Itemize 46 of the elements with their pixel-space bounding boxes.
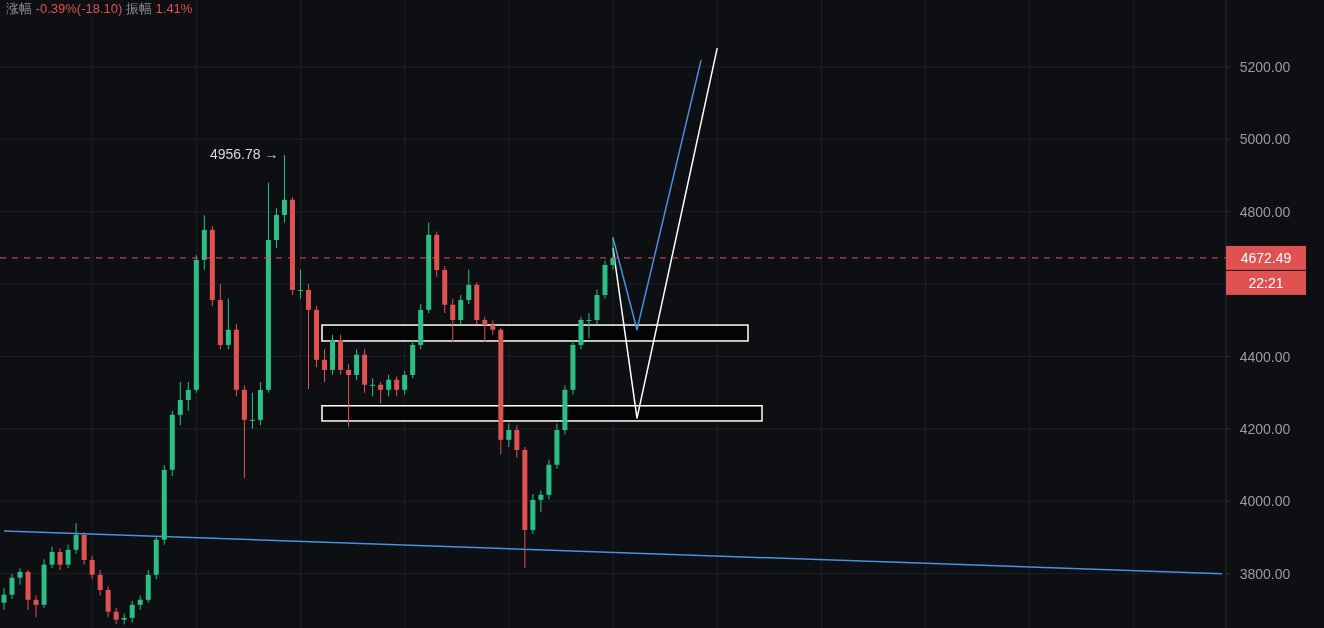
candlestick <box>386 374 392 397</box>
candlestick <box>17 567 23 586</box>
candlestick <box>450 298 456 343</box>
annotation: 4956.78 → <box>209 146 279 162</box>
candlestick <box>249 392 255 430</box>
candlestick <box>65 544 71 569</box>
candlestick <box>49 546 55 569</box>
y-tick-label: 4800.00 <box>1239 203 1291 220</box>
candlestick <box>354 348 360 381</box>
candlestick <box>185 381 191 412</box>
y-tick-label: 4000.00 <box>1239 493 1291 510</box>
candlestick <box>225 298 231 350</box>
y-tick-label: 4200.00 <box>1239 420 1291 437</box>
candlestick <box>97 569 103 596</box>
candlestick <box>514 424 520 459</box>
candlestick <box>105 585 111 618</box>
y-tick-label: 3800.00 <box>1239 565 1291 582</box>
candlestick <box>466 269 472 305</box>
candlestick <box>394 375 400 397</box>
candlestick <box>402 370 408 396</box>
y-tick-label: 5200.00 <box>1239 58 1291 75</box>
candlestick <box>89 555 95 580</box>
candlestick <box>57 547 63 571</box>
candlestick <box>346 363 352 428</box>
y-tick-label: 4400.00 <box>1239 348 1291 365</box>
candlestick <box>506 422 512 448</box>
candlestick <box>297 269 303 300</box>
candlestick <box>73 522 79 555</box>
y-tick-label: 5000.00 <box>1239 131 1291 148</box>
chart-title: 涨幅 -0.39%(-18.10) 振幅 1.41% <box>6 1 193 16</box>
ref-line-label: 4672.49 <box>1240 249 1292 266</box>
candlestick <box>33 594 39 618</box>
candlestick <box>177 381 183 426</box>
text: 22:21 <box>1248 274 1284 291</box>
candlestick <box>306 283 311 390</box>
candlestick <box>378 381 384 405</box>
candlestick <box>9 573 15 600</box>
candlestick <box>370 377 376 397</box>
candlestick <box>281 154 287 224</box>
candlestick <box>1 587 7 611</box>
candlestick <box>458 294 464 325</box>
candlestick <box>586 312 592 339</box>
candlestick <box>482 316 488 343</box>
candlestick <box>129 600 135 624</box>
candlestick <box>538 489 544 513</box>
candlestick <box>322 348 328 383</box>
